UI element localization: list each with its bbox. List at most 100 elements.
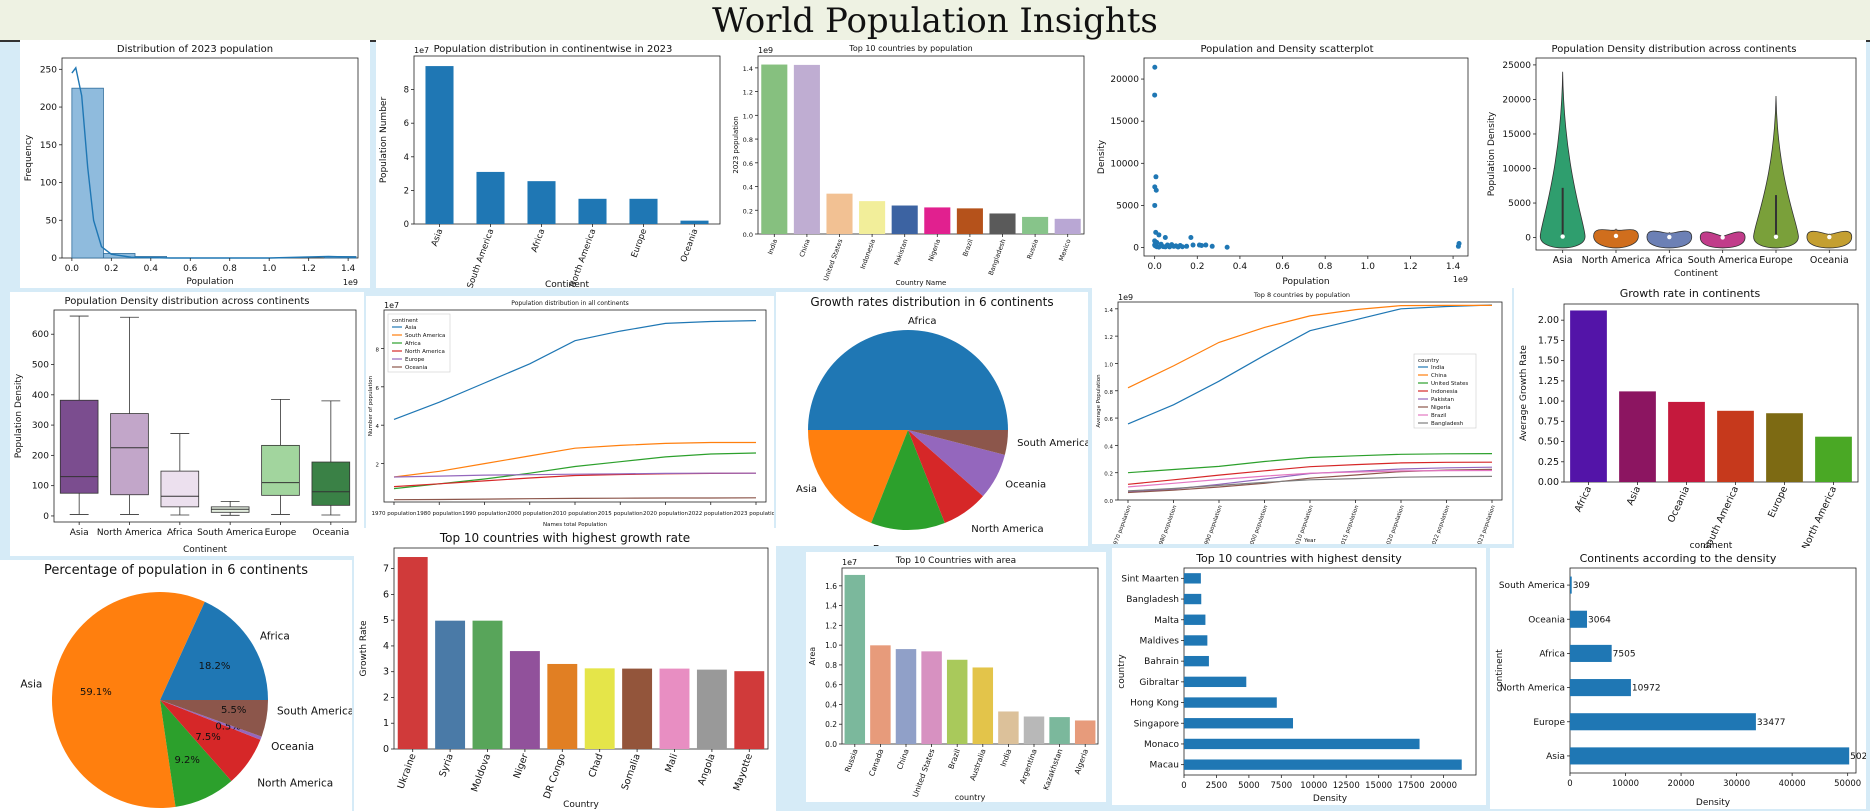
bar [397, 557, 428, 749]
x-tick-label: Europe [265, 528, 297, 538]
bar [1023, 716, 1045, 744]
x-tick-label: 15000 [1365, 781, 1392, 791]
y-tick-label: 3 [383, 667, 389, 678]
legend-entry: India [1431, 365, 1445, 371]
x-tick-label: 1.4 [1446, 262, 1461, 272]
box-body [261, 444, 300, 496]
legend-title: continent [392, 318, 419, 324]
bar [989, 213, 1016, 234]
plot-frame [757, 55, 1085, 235]
x-tick-label: 1.2 [1403, 262, 1417, 272]
x-tick-label: 2022 population [688, 511, 734, 517]
chart-svg: Population Density distribution across c… [14, 296, 357, 555]
y-tick-label: 0.0 [1104, 499, 1113, 505]
x-axis-label: Population [186, 277, 233, 287]
chart-svg: Top 8 countries by population 0.0 0.2 0.4 0.… [1096, 291, 1503, 544]
data-label: 3064 [1588, 615, 1611, 625]
x-tick-label: United States [911, 748, 937, 799]
data-label: 10972 [1632, 684, 1661, 694]
y-tick-label: Sint Maarten [1121, 574, 1179, 584]
scatter-point [1179, 244, 1185, 250]
x-axis-label: continent [1690, 541, 1733, 551]
x-tick-label: North America [1582, 255, 1651, 266]
scatter-point [1199, 242, 1205, 248]
y-tick-label: 200 [40, 103, 57, 113]
y-axis-label: Area [808, 647, 817, 666]
chart-svg: Growth rate in continents 0.00 0.25 0.50 0.7… [1519, 287, 1859, 552]
y-tick-label: 0.6 [825, 681, 837, 690]
slice-pct-label: 59.1% [80, 687, 112, 698]
x-tick-label: North America [1800, 485, 1839, 552]
x-axis-label: Density [1313, 794, 1348, 804]
x-tick-label: 10000 [1612, 779, 1639, 789]
x-axis-label: Continent [183, 545, 227, 555]
chart-title: Percentage of population in 6 continents [44, 563, 308, 578]
y-tick-label: 1.2 [1104, 335, 1113, 341]
data-label: 309 [1573, 581, 1590, 591]
bar [1074, 720, 1096, 744]
pie-slice [908, 430, 1005, 497]
panel-continent-density-barh: Continents according to the density 50273… [1490, 548, 1866, 809]
x-tick-label: 17500 [1398, 781, 1425, 791]
bar [435, 620, 466, 749]
x-tick-label: Africa [530, 228, 548, 254]
x-tick-label: 0.2 [104, 264, 118, 274]
y-tick-label: 1.0 [825, 641, 837, 650]
pie-slice [808, 430, 908, 523]
legend-entry: Oceania [405, 365, 428, 371]
slice-label: Asia [796, 484, 817, 495]
y-tick-label: 1 [383, 718, 389, 729]
series-line [393, 320, 757, 420]
title-bar: World Population Insights [0, 0, 1870, 42]
bar [622, 668, 653, 749]
panel-continent-population-lines: Population distribution in all continent… [366, 296, 774, 528]
x-tick-label: Europe [1766, 484, 1790, 519]
x-tick-label: Africa [1656, 255, 1683, 266]
x-tick-label: India [999, 748, 1014, 768]
bar [891, 205, 918, 234]
y-tick-label: 4 [404, 153, 409, 163]
x-tick-label: Chad [587, 752, 606, 779]
y-tick-label: 50 [46, 216, 58, 226]
y-tick-label: 1.25 [1538, 376, 1559, 387]
legend-entry: Asia [405, 325, 417, 331]
x-tick-label: 0.8 [223, 264, 238, 274]
y-tick-label: 0.50 [1538, 437, 1559, 448]
slice-pct-label: 0.5% [215, 722, 240, 733]
bar [972, 667, 994, 744]
legend-entry: Pakistan [1431, 397, 1455, 403]
x-tick-label: 1990 population [1203, 504, 1224, 544]
x-tick-label: Brazil [946, 748, 962, 771]
x-axis-label: Population [1282, 277, 1329, 287]
scatter-point [1152, 64, 1158, 70]
y-tick-label: Bangladesh [1126, 595, 1179, 605]
bar [472, 620, 503, 749]
y-tick-label: 4 [383, 641, 389, 652]
bar [956, 208, 983, 234]
series-line [393, 441, 756, 478]
y-tick-label: 0.8 [825, 661, 837, 670]
slice-pct-label: 18.2% [199, 661, 231, 672]
x-tick-label: 1.0 [1361, 262, 1376, 272]
x-tick-label: 0.4 [1233, 262, 1248, 272]
bar [584, 668, 615, 749]
x-tick-label: North America [568, 228, 598, 288]
bar [425, 66, 454, 224]
chart-title: Population distribution in all continent… [511, 300, 628, 307]
y-tick-label: 400 [32, 391, 49, 401]
bar [998, 711, 1019, 744]
x-tick-label: 50000 [1834, 779, 1861, 789]
x-tick-label: Indonesia [859, 238, 877, 270]
plot-frame [53, 309, 357, 523]
panel-top10-population-bar: Top 10 countries by population 0.0 0.2 0.4 0… [730, 40, 1092, 288]
y-tick-label: Malta [1154, 616, 1179, 626]
violin-median [1667, 234, 1672, 240]
y-tick-label: Asia [1546, 752, 1565, 762]
x-tick-label: Mayotte [732, 752, 756, 792]
scatter-point [1152, 202, 1158, 208]
y-tick-label: Gibraltar [1139, 678, 1179, 688]
y-tick-label: 0.2 [1104, 472, 1113, 478]
legend-entry: Africa [405, 341, 421, 347]
bar [793, 64, 820, 235]
y-tick-label: 6 [376, 386, 380, 392]
